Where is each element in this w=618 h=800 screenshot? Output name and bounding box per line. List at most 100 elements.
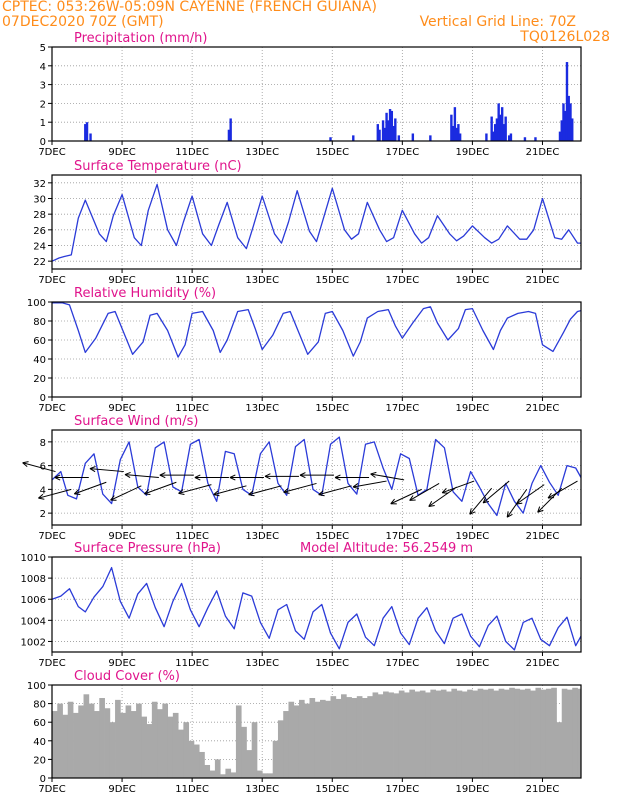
y-tick-label: 1002 [21, 637, 46, 648]
humidity-title: Relative Humidity (%) [74, 286, 216, 301]
wind-arrow-shaft [283, 482, 317, 493]
precip-bar [392, 125, 395, 141]
cloud-bar [88, 703, 95, 778]
cloud-cover-panel [48, 684, 582, 782]
wind-arrow-head [194, 474, 201, 478]
cloud-bar [183, 722, 190, 778]
wind-arrow-head [229, 474, 236, 478]
model-code: TQ0126L028 [520, 29, 610, 45]
wind-arrow [318, 485, 352, 497]
wind-arrow-head [22, 462, 28, 468]
x-tick-label: 13DEC [245, 403, 279, 414]
wind-arrow-head [89, 468, 96, 473]
wind-arrow-head [264, 473, 271, 477]
plot-frame [51, 556, 582, 653]
x-tick-label: 19DEC [456, 403, 490, 414]
cloud-bar [293, 705, 300, 778]
precip-bar [565, 62, 569, 141]
y-tick-label: 1006 [21, 595, 46, 606]
y-tick-label: 1 [40, 118, 46, 129]
wind-arrow-head [483, 500, 490, 504]
wind-arrow-head [318, 494, 325, 497]
x-tick-label: 11DEC [175, 403, 209, 414]
wind-arrow [334, 474, 370, 481]
wind-arrow-shaft [38, 488, 72, 499]
cloud-bar [298, 699, 305, 778]
precip-bar [534, 137, 537, 141]
cloud-bar [335, 698, 342, 778]
wind-arrow-head [124, 471, 131, 476]
wind-arrow-head [482, 497, 487, 504]
precip-bar [84, 124, 87, 141]
cloud-bar [498, 688, 505, 778]
wind-arrow-head [506, 513, 513, 518]
precip-bar [227, 129, 231, 141]
cloud-bar [383, 691, 389, 778]
precip-bar [495, 118, 499, 141]
plot-frame [51, 684, 582, 779]
y-tick-label: 80 [33, 317, 46, 328]
x-tick-label: 19DEC [456, 147, 490, 158]
precip-bar [397, 135, 401, 141]
precip-bar [564, 110, 567, 141]
x-tick-label: 11DEC [175, 784, 209, 795]
wind-arrow [54, 474, 89, 481]
wind-arrow-head [54, 474, 61, 478]
wind-arrow-head [442, 492, 449, 494]
precip-bar [499, 114, 502, 141]
cloud-bar [267, 773, 274, 778]
precip-bar [429, 135, 432, 141]
wind-arrow-shaft [144, 481, 177, 495]
cloud-bar [57, 703, 63, 778]
y-tick-label: 100 [27, 298, 46, 309]
cloud-bar [398, 690, 405, 778]
precip-bar [500, 107, 504, 141]
x-tick-label: 21DEC [526, 658, 560, 669]
precip-bar [558, 131, 562, 141]
wind-arrow-head [213, 490, 219, 495]
precip-bar [493, 124, 497, 141]
y-tick-label: 0 [40, 137, 46, 148]
x-tick-label: 15DEC [315, 658, 349, 669]
wind-arrow [73, 481, 107, 495]
x-tick-label: 17DEC [385, 658, 419, 669]
cloud-bar [325, 700, 331, 778]
wind-arrow [22, 461, 56, 473]
cloud-bar [377, 694, 384, 778]
temperature-panel [48, 174, 582, 273]
x-tick-label: 11DEC [175, 658, 209, 669]
cloud-bar [288, 701, 295, 778]
wind-arrow-head [73, 489, 79, 495]
wind-arrow-head [248, 490, 254, 495]
cloud-bar [419, 690, 426, 778]
cloud-bar [456, 690, 463, 778]
cloud-bar [115, 699, 121, 778]
grid-line-note: Vertical Grid Line: 70Z [419, 14, 576, 30]
x-tick-label: 9DEC [108, 147, 135, 158]
cloud-bar [256, 770, 263, 778]
wind-arrow-head [469, 511, 476, 515]
wind-arrow-head [159, 474, 166, 479]
wind-arrow-shaft [74, 481, 107, 495]
cloud-bar [62, 714, 69, 778]
x-tick-label: 11DEC [175, 275, 209, 286]
cloud-bar [388, 692, 394, 778]
precip-bar [451, 125, 455, 141]
wind-arrow-shaft [22, 462, 56, 473]
wind-arrow-head [352, 483, 359, 488]
wind-arrow [38, 488, 72, 500]
x-tick-label: 17DEC [385, 403, 419, 414]
wind-arrow-head [409, 495, 414, 501]
y-tick-label: 20 [33, 755, 46, 766]
cloud-bar [225, 768, 232, 778]
wind-arrow-head [264, 475, 271, 480]
x-tick-label: 15DEC [315, 275, 349, 286]
station-header: CPTEC: 053:26W-05:09N CAYENNE (FRENCH GU… [2, 0, 377, 15]
x-tick-label: 19DEC [456, 658, 490, 669]
wind-arrow-head [38, 493, 44, 499]
cloud-bar [78, 705, 84, 778]
wind-arrow [159, 472, 194, 479]
x-tick-label: 17DEC [385, 147, 419, 158]
wind-arrow [370, 471, 405, 481]
run-datetime: 07DEC2020 70Z (GMT) [2, 14, 164, 30]
